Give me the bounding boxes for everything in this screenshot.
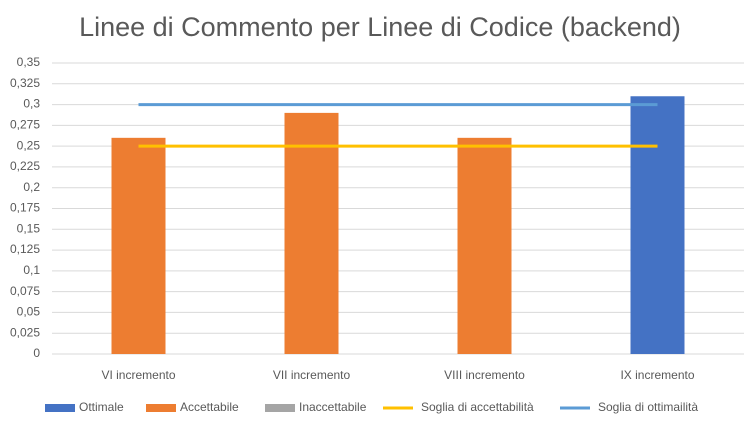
x-tick-label: VIII incremento [444, 368, 525, 382]
chart-title: Linee di Commento per Linee di Codice (b… [79, 12, 681, 42]
bar [457, 137, 512, 354]
y-tick-label: 0,125 [10, 242, 40, 256]
y-tick-label: 0,175 [10, 201, 40, 215]
y-tick-label: 0,05 [17, 305, 41, 319]
y-tick-label: 0,2 [23, 180, 40, 194]
x-tick-label: VII incremento [273, 368, 351, 382]
y-tick-label: 0,325 [10, 76, 40, 90]
y-tick-label: 0,25 [17, 138, 41, 152]
legend-label: Inaccettabile [299, 400, 367, 414]
y-tick-label: 0,025 [10, 325, 40, 339]
legend-marker [146, 404, 176, 412]
legend-marker [265, 404, 295, 412]
x-tick-label: VI incremento [101, 368, 175, 382]
y-tick-label: 0 [33, 346, 40, 360]
legend-label: Accettabile [180, 400, 239, 414]
bar [630, 96, 685, 354]
legend-label: Ottimale [79, 400, 124, 414]
y-tick-label: 0,1 [23, 263, 40, 277]
legend-label: Soglia di ottimailità [598, 400, 698, 414]
y-tick-label: 0,15 [17, 221, 41, 235]
y-tick-label: 0,275 [10, 118, 40, 132]
bar [284, 112, 339, 354]
legend-label: Soglia di accettabilità [421, 400, 534, 414]
y-tick-label: 0,35 [17, 55, 41, 69]
y-tick-label: 0,3 [23, 97, 40, 111]
y-tick-label: 0,225 [10, 159, 40, 173]
y-tick-label: 0,075 [10, 284, 40, 298]
bar [111, 137, 166, 354]
x-tick-label: IX incremento [620, 368, 694, 382]
legend-marker [45, 404, 75, 412]
